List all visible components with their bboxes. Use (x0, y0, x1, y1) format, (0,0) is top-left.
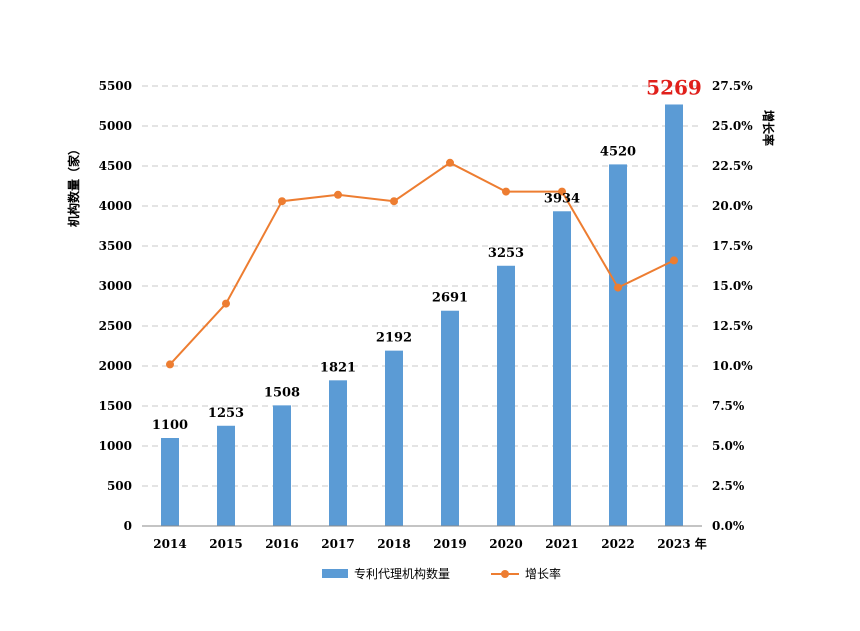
growth-point-2023 (670, 256, 678, 265)
growth-point-2022 (614, 283, 622, 292)
bar-data-label-2021: 3934 (544, 191, 580, 206)
growth-point-2017 (334, 190, 342, 199)
growth-point-2021 (558, 187, 566, 196)
y-tick-left: 0 (124, 519, 132, 533)
y-tick-left: 3000 (99, 279, 132, 293)
legend: 专利代理机构数量 增长率 (322, 566, 561, 581)
bar-2019 (441, 310, 459, 526)
y-tick-left: 5500 (99, 79, 132, 93)
bar-data-label-2022: 4520 (600, 144, 636, 159)
y-tick-left: 1000 (99, 439, 132, 453)
y-tick-left: 2000 (99, 359, 132, 373)
y-axis-right-label: 增长率 (761, 110, 776, 146)
bar-2020 (497, 265, 515, 526)
y-tick-left: 4500 (99, 159, 132, 173)
y-tick-left: 4000 (99, 199, 132, 213)
x-tick-2016: 2016 (265, 537, 298, 551)
line-series (166, 158, 678, 369)
bar-2016 (273, 405, 291, 526)
growth-point-2014 (166, 360, 174, 369)
growth-point-2015 (222, 299, 230, 308)
growth-point-2019 (446, 158, 454, 167)
x-tick-2018: 2018 (377, 537, 410, 551)
bar-data-label-2020: 3253 (488, 246, 524, 261)
x-tick-2015: 2015 (209, 537, 242, 551)
y-tick-right: 22.5% (712, 159, 753, 173)
y-tick-right: 17.5% (712, 239, 753, 253)
x-tick-2021: 2021 (545, 537, 578, 551)
y-tick-left: 500 (107, 479, 132, 493)
legend-bar-swatch (322, 569, 348, 578)
growth-point-2016 (278, 197, 286, 206)
x-tick-2014: 2014 (153, 537, 186, 551)
bar-data-label-2017: 1821 (320, 360, 356, 375)
y-tick-right: 12.5% (712, 319, 753, 333)
bar-data-label-2023: 5269 (646, 75, 702, 99)
bar-data-label-2019: 2691 (432, 291, 468, 306)
bar-2015 (217, 425, 235, 526)
bar-data-label-2016: 1508 (264, 385, 300, 400)
legend-bar-label: 专利代理机构数量 (354, 566, 450, 581)
gridlines (142, 85, 702, 487)
bar-2021 (553, 211, 571, 526)
y-tick-right: 27.5% (712, 79, 753, 93)
y-tick-right: 2.5% (712, 479, 745, 493)
x-tick-2023: 2023 年 (657, 536, 707, 551)
growth-point-2020 (502, 187, 510, 196)
bar-2018 (385, 350, 403, 526)
axes: 0 0.0% 500 2.5% 1000 5.0% 1500 7.5% 2000 10.0% 250… (99, 79, 754, 551)
legend-line-marker (501, 570, 509, 578)
y-axis-left-label: 机构数量（家） (66, 143, 81, 227)
y-tick-left: 1500 (99, 399, 132, 413)
data-labels: 1100 1253 1508 1821 2192 2691 3253 3934 4520 5269 (152, 75, 702, 433)
legend-line-label: 增长率 (525, 566, 561, 581)
bar-series (161, 104, 683, 526)
y-tick-right: 0.0% (712, 519, 745, 533)
bar-data-label-2018: 2192 (376, 331, 412, 346)
y-tick-right: 5.0% (712, 439, 745, 453)
y-tick-right: 10.0% (712, 359, 753, 373)
y-tick-left: 2500 (99, 319, 132, 333)
growth-line (169, 161, 675, 366)
y-tick-right: 7.5% (712, 399, 745, 413)
x-tick-2020: 2020 (489, 537, 522, 551)
growth-point-2018 (390, 197, 398, 206)
bar-2022 (609, 164, 627, 526)
y-tick-left: 5000 (99, 119, 132, 133)
x-tick-2022: 2022 (601, 537, 634, 551)
bar-2014 (161, 438, 179, 526)
y-tick-left: 3500 (99, 239, 132, 253)
x-tick-2017: 2017 (321, 537, 354, 551)
y-tick-right: 15.0% (712, 279, 753, 293)
y-tick-right: 25.0% (712, 119, 753, 133)
x-tick-2019: 2019 (433, 537, 466, 551)
bar-data-label-2015: 1253 (208, 406, 244, 421)
bar-data-label-2014: 1100 (152, 418, 188, 433)
bar-2017 (329, 380, 347, 526)
bar-2023 (665, 104, 683, 526)
y-tick-right: 20.0% (712, 199, 753, 213)
